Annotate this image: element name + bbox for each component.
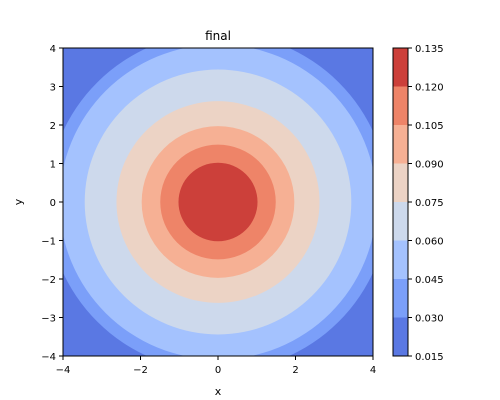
- y-tick-label: 4: [50, 44, 56, 55]
- colorbar-tick-label: 0.045: [415, 275, 444, 286]
- x-tick-label: −4: [56, 365, 71, 376]
- colorbar-segment: [393, 125, 408, 164]
- x-tick-label: 2: [292, 365, 298, 376]
- y-tick-label: −2: [41, 275, 56, 286]
- y-tick-label: 1: [50, 160, 56, 171]
- colorbar-tick-label: 0.120: [415, 83, 444, 94]
- colorbar-tick-label: 0.075: [415, 198, 444, 209]
- plot-area: [63, 48, 373, 356]
- y-tick-label: 0: [50, 198, 56, 209]
- colorbar-tick-label: 0.030: [415, 314, 444, 325]
- colorbar: 0.015 0.030 0.045 0.060 0.075 0.090 0.105 0.120…: [392, 44, 444, 363]
- colorbar-tick-label: 0.105: [415, 121, 444, 132]
- colorbar-tick-label: 0.090: [415, 160, 444, 171]
- x-axis: −4 −2 0 2 4: [56, 356, 376, 376]
- contour-band-7: [178, 162, 258, 242]
- colorbar-tick-label: 0.015: [415, 352, 444, 363]
- colorbar-segment: [393, 317, 408, 356]
- y-tick-label: −3: [41, 314, 56, 325]
- y-tick-label: 2: [50, 121, 56, 132]
- y-tick-label: 3: [50, 83, 56, 94]
- colorbar-segment: [393, 240, 408, 279]
- y-axis-label: y: [12, 198, 25, 205]
- y-axis: −4 −3 −2 −1 0 1 2 3 4: [41, 44, 63, 363]
- x-tick-label: 4: [370, 365, 376, 376]
- x-tick-label: 0: [215, 365, 221, 376]
- colorbar-tick-label: 0.060: [415, 237, 444, 248]
- y-tick-label: −1: [41, 237, 56, 248]
- colorbar-segment: [393, 48, 408, 87]
- colorbar-segment: [393, 86, 408, 125]
- y-tick-label: −4: [41, 352, 56, 363]
- colorbar-segment: [393, 279, 408, 318]
- colorbar-tick-label: 0.135: [415, 44, 444, 55]
- colorbar-segment: [393, 202, 408, 241]
- chart-title: final: [205, 29, 231, 43]
- x-axis-label: x: [215, 385, 222, 398]
- x-tick-label: −2: [133, 365, 148, 376]
- colorbar-segment: [393, 163, 408, 202]
